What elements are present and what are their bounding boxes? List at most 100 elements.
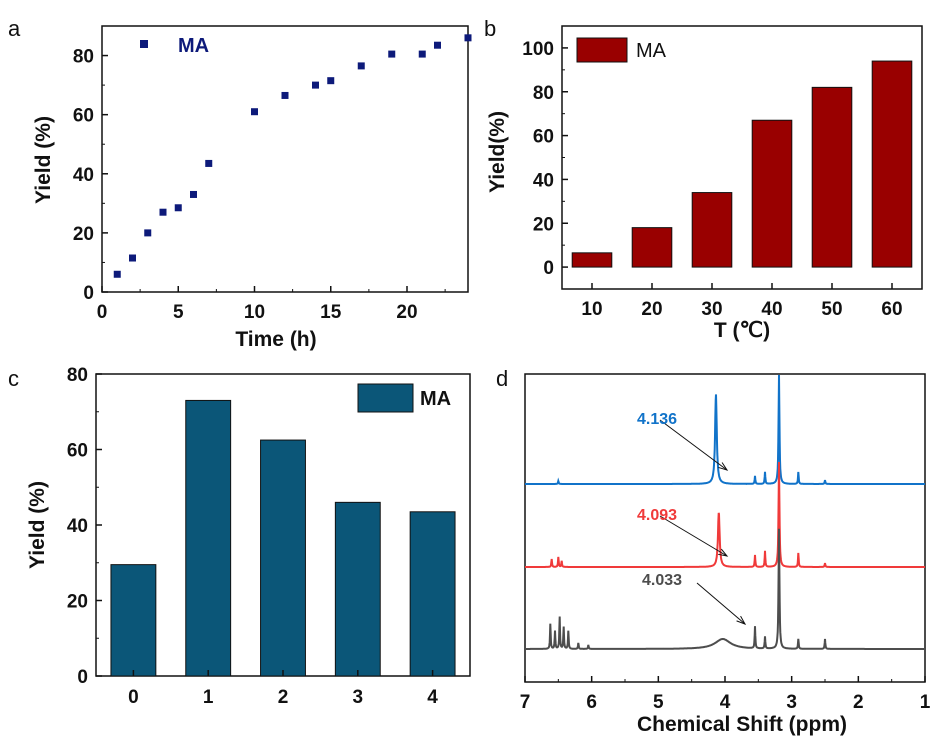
panel-a-y-axis-title: Yield (%) bbox=[32, 116, 55, 204]
panel-d-x-axis-title: Chemical Shift (ppm) bbox=[637, 713, 847, 736]
panel-a-data-point bbox=[129, 254, 136, 262]
panel-b-x-tick-label: 20 bbox=[641, 299, 662, 320]
panel-c-bar bbox=[110, 564, 157, 677]
panel-a-data-point bbox=[357, 62, 365, 70]
panel-b-x-tick-label: 50 bbox=[821, 299, 842, 320]
panel-a-x-tick-label: 5 bbox=[173, 302, 184, 323]
panel-a-data-point bbox=[190, 190, 197, 198]
panel-c-bar bbox=[185, 399, 232, 677]
panel-a-y-tick-label: 80 bbox=[73, 47, 94, 68]
panel-a-data-point bbox=[281, 91, 289, 99]
panel-a-data-point bbox=[388, 50, 396, 58]
panel-label-a: a bbox=[8, 16, 21, 41]
panel-d-peak-label: 4.093 bbox=[637, 507, 677, 524]
panel-a-data-point bbox=[312, 81, 319, 89]
panel-c-x-tick-label: 4 bbox=[427, 687, 438, 708]
panel-d-peak-arrow bbox=[696, 582, 746, 625]
panel-c-legend-label: MA bbox=[420, 388, 451, 410]
panel-a-data-point bbox=[159, 208, 167, 216]
panel-b-bar bbox=[631, 227, 673, 268]
panel-a-y-tick-label: 0 bbox=[83, 283, 94, 304]
panel-a-data-point bbox=[144, 229, 152, 237]
panel-b-bar bbox=[871, 60, 913, 268]
panel-d-spectrum-trace bbox=[525, 461, 925, 568]
panel-a-data-point bbox=[327, 77, 335, 85]
panel-c-y-tick-label: 60 bbox=[67, 441, 88, 462]
panel-d-x-tick-label: 3 bbox=[786, 692, 797, 713]
panel-a-data-point bbox=[205, 159, 213, 167]
panel-label-b: b bbox=[484, 16, 496, 41]
panel-a-scatter: Time (h) Yield (%) MA 0 5 10 15 20 0 20 40 60 80 bbox=[32, 25, 472, 351]
panel-a-data-point bbox=[113, 270, 121, 278]
panel-d-x-tick-label: 7 bbox=[520, 692, 531, 713]
panel-b-plot-frame bbox=[561, 25, 923, 290]
panel-b-bar bbox=[691, 192, 733, 268]
panel-d-peak-arrow bbox=[659, 515, 728, 557]
panel-d-arrow-head bbox=[718, 548, 729, 557]
panel-b-bar-chart: T (℃) Yield(%) MA 10 20 30 40 50 60 0 20 40 60 80 1… bbox=[486, 25, 923, 342]
panel-d-x-tick-label: 4 bbox=[720, 692, 731, 713]
panel-a-x-tick-label: 20 bbox=[396, 302, 417, 323]
panel-b-y-tick-label: 60 bbox=[533, 127, 554, 148]
panel-b-y-tick-label: 20 bbox=[533, 214, 554, 235]
panel-c-y-tick-label: 20 bbox=[67, 592, 88, 613]
panel-b-x-tick-label: 10 bbox=[581, 299, 602, 320]
panel-c-y-tick-label: 40 bbox=[67, 516, 88, 537]
panel-b-y-axis-title: Yield(%) bbox=[486, 111, 509, 193]
panel-d-x-tick-label: 2 bbox=[853, 692, 864, 713]
panel-c-legend-swatch bbox=[357, 383, 414, 413]
panel-a-data-point bbox=[251, 108, 258, 116]
panel-c-bar bbox=[409, 511, 456, 677]
panel-c-x-tick-label: 0 bbox=[128, 687, 139, 708]
panel-a-y-tick-label: 40 bbox=[73, 165, 94, 186]
panel-d-peak-label: 4.136 bbox=[637, 411, 677, 428]
panel-b-bar bbox=[811, 86, 853, 268]
panel-a-x-tick-label: 0 bbox=[97, 302, 108, 323]
panel-b-y-tick-label: 80 bbox=[533, 83, 554, 104]
panel-b-legend-swatch bbox=[576, 37, 628, 63]
panel-b-x-tick-label: 60 bbox=[881, 299, 902, 320]
panel-a-legend-label: MA bbox=[178, 35, 209, 57]
panel-b-x-tick-label: 30 bbox=[701, 299, 722, 320]
panel-b-x-axis-title: T (℃) bbox=[714, 319, 770, 342]
panel-b-bar bbox=[751, 119, 793, 268]
panel-d-x-tick-label: 5 bbox=[653, 692, 664, 713]
panel-b-y-tick-label: 100 bbox=[522, 39, 554, 60]
panel-a-x-axis-title: Time (h) bbox=[235, 328, 316, 351]
panel-c-bar bbox=[260, 439, 306, 677]
panel-d-plot-frame bbox=[524, 373, 926, 683]
panel-a-y-tick-label: 60 bbox=[73, 106, 94, 127]
panel-c-x-tick-label: 1 bbox=[203, 687, 214, 708]
panel-a-plot-frame bbox=[101, 25, 469, 293]
panel-label-c: c bbox=[8, 366, 19, 391]
panel-d-nmr-spectra: Chemical Shift (ppm) 7 6 5 4 3 2 1 4.136 4.093 4.… bbox=[520, 373, 930, 736]
panel-a-data-point bbox=[434, 41, 441, 49]
panel-b-bar bbox=[571, 252, 613, 268]
panel-d-arrow-head bbox=[736, 615, 747, 625]
panel-a-x-tick-label: 15 bbox=[320, 302, 342, 323]
panel-c-y-axis-title: Yield (%) bbox=[26, 481, 49, 569]
panel-d-spectrum-trace bbox=[525, 528, 925, 650]
panel-c-y-tick-label: 80 bbox=[67, 365, 88, 386]
panel-d-arrow-head bbox=[718, 462, 729, 471]
panel-label-d: d bbox=[496, 366, 508, 391]
panel-a-x-tick-label: 10 bbox=[244, 302, 265, 323]
panel-a-legend-marker bbox=[140, 40, 148, 48]
panel-a-data-point bbox=[464, 34, 472, 42]
panel-b-x-tick-label: 40 bbox=[761, 299, 782, 320]
panel-a-data-point bbox=[174, 204, 182, 212]
panel-b-y-tick-label: 40 bbox=[533, 170, 554, 191]
panel-c-bar bbox=[334, 501, 381, 677]
panel-b-y-tick-label: 0 bbox=[543, 258, 554, 279]
panel-d-x-tick-label: 6 bbox=[586, 692, 597, 713]
panel-b-legend-label: MA bbox=[636, 40, 667, 62]
panel-c-x-tick-label: 3 bbox=[353, 687, 364, 708]
panel-a-y-tick-label: 20 bbox=[73, 224, 94, 245]
panel-d-peak-arrow bbox=[659, 419, 728, 471]
panel-d-peak-label: 4.033 bbox=[642, 572, 682, 589]
panel-c-x-tick-label: 2 bbox=[278, 687, 289, 708]
panel-d-spectrum-trace bbox=[525, 374, 925, 485]
panel-d-x-tick-label: 1 bbox=[920, 692, 930, 713]
